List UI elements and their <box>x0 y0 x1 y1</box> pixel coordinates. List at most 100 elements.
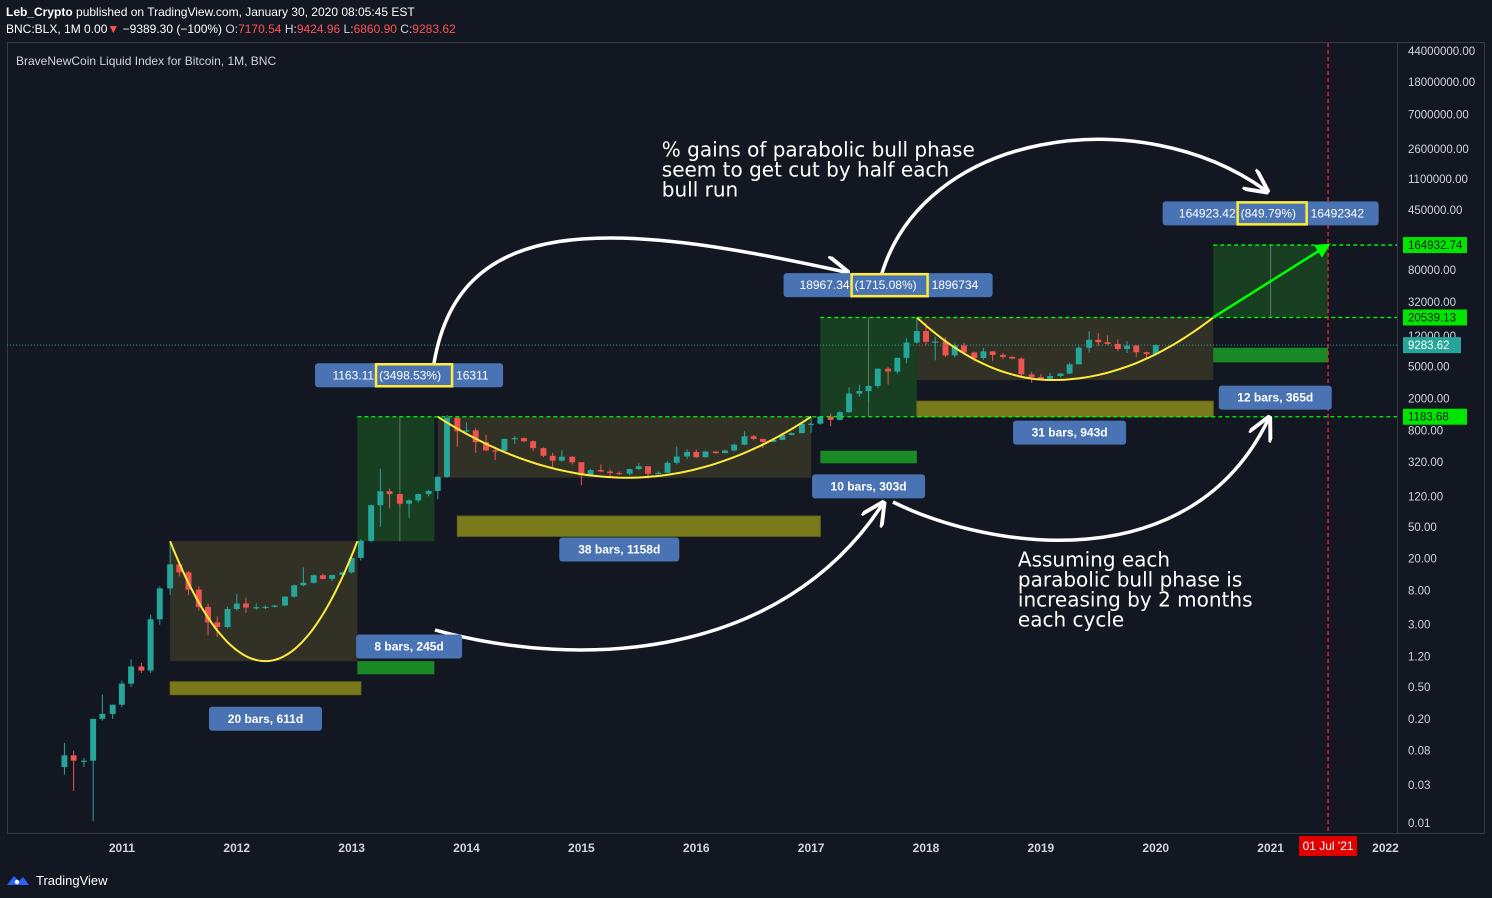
candle-body <box>520 438 527 442</box>
candle-body <box>454 417 461 432</box>
candle-body <box>759 438 766 442</box>
x-tick-label: 2011 <box>109 841 135 855</box>
open-value: 7170.54 <box>238 22 282 36</box>
gain-label-from: 1163.11 <box>332 368 374 382</box>
x-tick-label: 2019 <box>1028 841 1055 855</box>
candle-body <box>960 345 967 353</box>
text-annotations: % gains of parabolic bull phase seem to g… <box>662 138 1253 632</box>
gain-label-from: 18967.34 <box>800 278 850 292</box>
annotation-line: seem to get cut by half each <box>662 158 949 182</box>
y-tick-label: 120.00 <box>1408 491 1443 503</box>
candle-body <box>1104 342 1111 344</box>
arrow-curve-4 <box>892 420 1268 543</box>
publisher-line: Leb_Crypto published on TradingView.com,… <box>6 4 456 21</box>
candle-body <box>406 500 413 504</box>
x-tick-label: 2020 <box>1142 841 1169 855</box>
candle-body <box>492 450 499 452</box>
tradingview-footer[interactable]: TradingView <box>6 870 108 890</box>
publisher-name[interactable]: Leb_Crypto <box>6 5 73 19</box>
y-tick-label: 50.00 <box>1408 522 1437 534</box>
candle-body <box>348 557 355 573</box>
candle-body <box>483 442 489 451</box>
candle-body <box>558 456 565 461</box>
y-tick-label: 32000.00 <box>1408 297 1456 309</box>
candle-body <box>1047 375 1054 380</box>
last-price-box <box>1403 337 1461 354</box>
price-axis[interactable] <box>1398 42 1485 834</box>
candle-body <box>434 476 441 491</box>
duration-bar-olive <box>169 681 362 696</box>
candle-body <box>242 603 249 608</box>
candle-body <box>463 430 470 432</box>
drawing-shapes <box>169 245 1329 696</box>
annotation-line: % gains of parabolic bull phase <box>662 138 975 162</box>
ohlc-line: BNC:BLX, 1M 0.00▼ −9389.30 (−100%) O:717… <box>6 21 456 38</box>
y-tick-label: 7000000.00 <box>1408 110 1469 122</box>
candle-body <box>894 357 901 372</box>
y-tick-label: 80000.00 <box>1408 265 1456 277</box>
candle-body <box>712 451 719 454</box>
candle-body <box>1133 345 1140 353</box>
down-arrow-icon: ▼ <box>107 22 120 36</box>
y-tick-label: 5000.00 <box>1408 362 1450 374</box>
gain-label-to: 1896734 <box>932 278 979 292</box>
candle-body <box>205 606 211 623</box>
candle-body <box>1095 339 1102 343</box>
range-label-box <box>208 706 322 731</box>
range-label-box <box>812 474 926 499</box>
range-label-box <box>559 537 680 562</box>
candle-body <box>99 713 106 719</box>
y-tick-label: 450000.00 <box>1408 205 1462 217</box>
candle-body <box>300 582 307 586</box>
candle-body <box>195 589 202 607</box>
candle-body <box>156 588 163 620</box>
range-label-box <box>356 634 463 659</box>
candle-body <box>1086 339 1093 348</box>
candle-body <box>128 666 135 684</box>
candle-body <box>1152 345 1159 355</box>
candle-body <box>339 572 346 575</box>
change-value: 0.00 <box>84 22 108 36</box>
measure-labels: 20 bars, 611d 8 bars, 245d 38 bars, 1158d 1… <box>208 201 1379 731</box>
y-tick-label: 0.20 <box>1408 714 1430 726</box>
candle-body <box>329 574 336 579</box>
y-tick-label: 3.00 <box>1408 620 1430 632</box>
symbol-text[interactable]: BNC:BLX, 1M <box>6 22 81 36</box>
annotation-line: parabolic bull phase is <box>1018 567 1242 591</box>
candle-body <box>1028 374 1035 378</box>
candle-body <box>1124 345 1130 350</box>
duration-bar-olive <box>916 400 1214 418</box>
plot-area[interactable] <box>7 42 1398 834</box>
high-label: H: <box>284 22 297 36</box>
candle-body <box>368 505 375 541</box>
low-label: L: <box>343 22 354 36</box>
candles-layer <box>61 318 1159 822</box>
candle-body <box>540 448 547 456</box>
candle-body <box>357 540 364 558</box>
candle-body <box>885 368 892 372</box>
axes-layer: 2011 2012 2013 2014 2015 2016 2017 2018 2019 2020… <box>109 46 1475 856</box>
candle-body <box>415 494 422 501</box>
candle-body <box>788 433 795 436</box>
range-label-text: 38 bars, 1158d <box>578 543 660 557</box>
annotation-text: % gains of parabolic bull phase seem to g… <box>662 138 975 202</box>
candle-body <box>932 341 939 343</box>
candle-body <box>1066 364 1073 374</box>
gain-label-box <box>1162 201 1379 226</box>
candle-body <box>971 352 978 359</box>
candle-body <box>836 412 843 420</box>
arrow-curve-3 <box>434 505 882 652</box>
cup-fill-rect <box>437 416 812 478</box>
candle-body <box>856 391 863 394</box>
x-tick-label: 2015 <box>568 841 595 855</box>
annotation-line: Assuming each <box>1018 547 1170 571</box>
range-label-text: 8 bars, 245d <box>374 639 443 653</box>
x-tick-label: 2022 <box>1372 841 1399 855</box>
candle-body <box>587 470 594 476</box>
candle-body <box>176 564 183 573</box>
candle-body <box>262 606 269 609</box>
y-tick-label: 20.00 <box>1408 554 1437 566</box>
tradingview-logo-icon <box>7 876 29 885</box>
candle-body <box>635 466 642 470</box>
